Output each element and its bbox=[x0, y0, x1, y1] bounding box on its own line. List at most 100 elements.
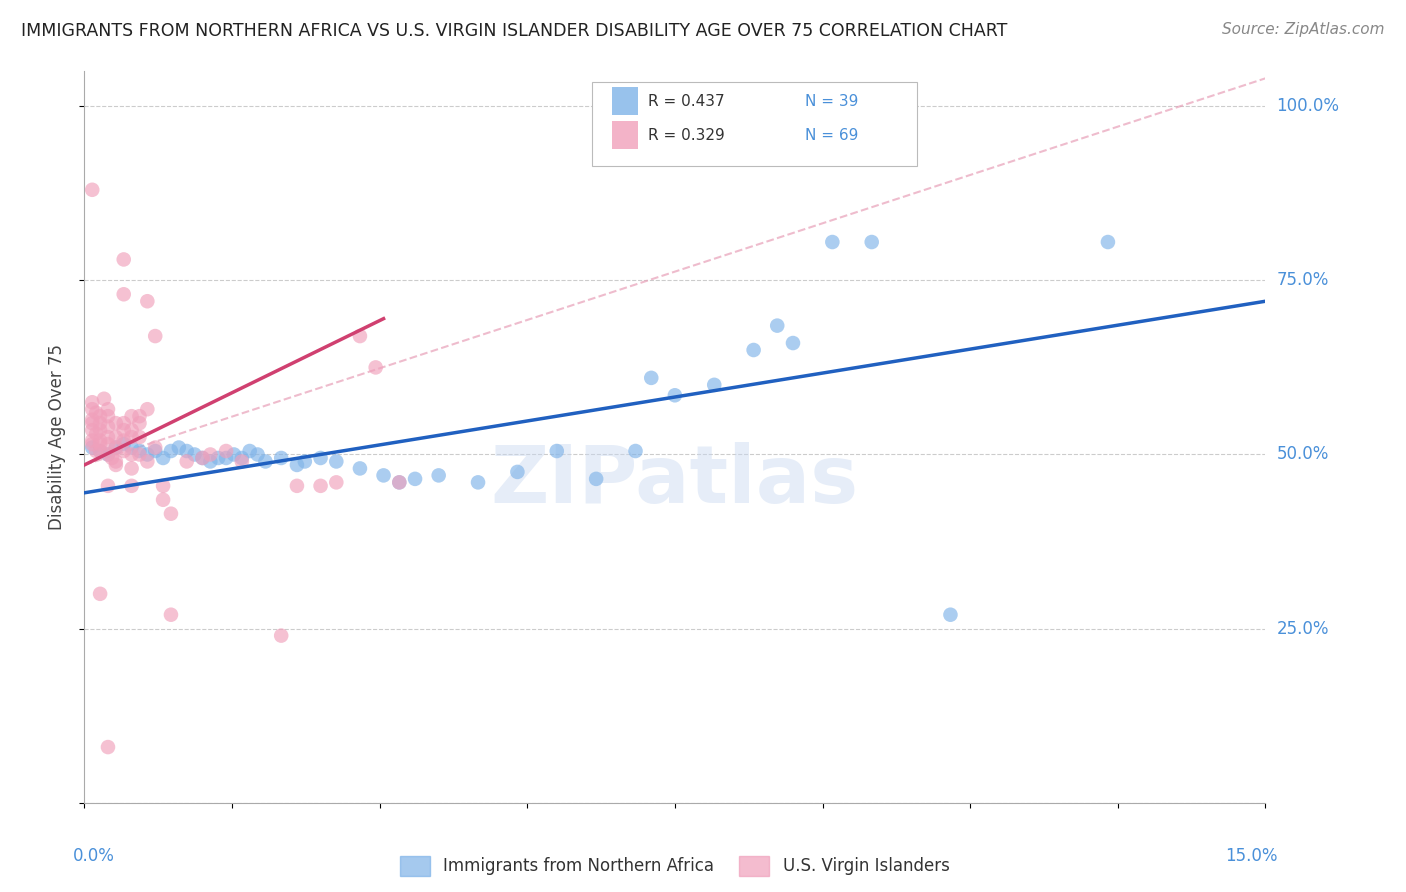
Point bbox=[152, 479, 174, 493]
Point bbox=[82, 412, 104, 426]
Point bbox=[128, 409, 150, 424]
Bar bbox=[612, 87, 638, 115]
Point bbox=[285, 479, 308, 493]
Point bbox=[703, 377, 725, 392]
Point bbox=[82, 402, 104, 417]
Point bbox=[112, 287, 135, 301]
Point bbox=[404, 472, 426, 486]
Point bbox=[222, 448, 245, 462]
Point bbox=[104, 458, 127, 472]
Text: 75.0%: 75.0% bbox=[1277, 271, 1329, 289]
Point bbox=[176, 454, 198, 468]
Point bbox=[860, 235, 883, 249]
Point bbox=[143, 329, 166, 343]
Point bbox=[104, 441, 127, 455]
Point bbox=[89, 444, 111, 458]
Point bbox=[143, 441, 166, 455]
Point bbox=[128, 444, 150, 458]
Point bbox=[82, 423, 104, 437]
Point bbox=[207, 450, 229, 465]
Point bbox=[1097, 235, 1119, 249]
Point bbox=[231, 454, 253, 468]
Y-axis label: Disability Age Over 75: Disability Age Over 75 bbox=[48, 344, 66, 530]
Point bbox=[101, 450, 124, 465]
Point bbox=[97, 419, 120, 434]
Text: 50.0%: 50.0% bbox=[1277, 445, 1329, 464]
Point bbox=[585, 472, 607, 486]
Point bbox=[121, 441, 143, 455]
Point bbox=[104, 416, 127, 430]
Point bbox=[191, 450, 214, 465]
Text: R = 0.329: R = 0.329 bbox=[648, 128, 724, 143]
Point bbox=[112, 444, 135, 458]
Point bbox=[766, 318, 789, 333]
Point bbox=[664, 388, 686, 402]
Point bbox=[136, 294, 159, 309]
Point bbox=[152, 450, 174, 465]
Point bbox=[821, 235, 844, 249]
Point bbox=[97, 409, 120, 424]
Point bbox=[467, 475, 489, 490]
Legend: Immigrants from Northern Africa, U.S. Virgin Islanders: Immigrants from Northern Africa, U.S. Vi… bbox=[394, 850, 956, 882]
Point bbox=[325, 454, 347, 468]
Point bbox=[112, 423, 135, 437]
Point bbox=[939, 607, 962, 622]
Point bbox=[84, 406, 107, 420]
Point bbox=[742, 343, 765, 357]
Point bbox=[112, 416, 135, 430]
Point bbox=[121, 448, 143, 462]
Point bbox=[84, 444, 107, 458]
Point bbox=[97, 479, 120, 493]
Point bbox=[128, 430, 150, 444]
Point bbox=[121, 430, 143, 444]
Point bbox=[506, 465, 529, 479]
Point bbox=[349, 461, 371, 475]
Point bbox=[82, 183, 104, 197]
Point bbox=[388, 475, 411, 490]
Point bbox=[97, 430, 120, 444]
Point bbox=[285, 458, 308, 472]
Point bbox=[82, 437, 104, 451]
Point bbox=[294, 454, 316, 468]
Point bbox=[128, 416, 150, 430]
Point bbox=[136, 402, 159, 417]
Point bbox=[388, 475, 411, 490]
Point bbox=[121, 461, 143, 475]
Bar bbox=[612, 121, 638, 149]
Point bbox=[191, 450, 214, 465]
Point bbox=[82, 441, 104, 455]
Point bbox=[82, 395, 104, 409]
Point bbox=[112, 434, 135, 448]
Point bbox=[373, 468, 395, 483]
Point bbox=[89, 416, 111, 430]
Text: 15.0%: 15.0% bbox=[1225, 847, 1277, 864]
Point bbox=[89, 434, 111, 448]
Point bbox=[640, 371, 662, 385]
Text: N = 39: N = 39 bbox=[804, 94, 858, 109]
Point bbox=[309, 450, 332, 465]
Point bbox=[97, 402, 120, 417]
Point bbox=[121, 409, 143, 424]
Point bbox=[104, 454, 127, 468]
Point bbox=[89, 409, 111, 424]
Point bbox=[84, 426, 107, 441]
Point bbox=[254, 454, 277, 468]
Point bbox=[136, 454, 159, 468]
Point bbox=[349, 329, 371, 343]
Point bbox=[104, 430, 127, 444]
Text: 0.0%: 0.0% bbox=[73, 847, 114, 864]
Text: ZIPatlas: ZIPatlas bbox=[491, 442, 859, 520]
Text: 25.0%: 25.0% bbox=[1277, 620, 1329, 638]
Point bbox=[104, 441, 127, 455]
Point bbox=[97, 740, 120, 755]
Point bbox=[93, 392, 115, 406]
Point bbox=[97, 448, 120, 462]
Point bbox=[160, 444, 183, 458]
Point bbox=[215, 450, 238, 465]
Point bbox=[160, 507, 183, 521]
Point bbox=[112, 252, 135, 267]
Point bbox=[89, 444, 111, 458]
Point bbox=[246, 448, 269, 462]
Point bbox=[128, 448, 150, 462]
Text: IMMIGRANTS FROM NORTHERN AFRICA VS U.S. VIRGIN ISLANDER DISABILITY AGE OVER 75 C: IMMIGRANTS FROM NORTHERN AFRICA VS U.S. … bbox=[21, 22, 1008, 40]
